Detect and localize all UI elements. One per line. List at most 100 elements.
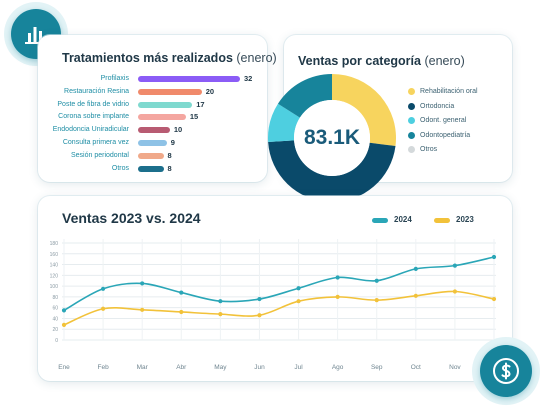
data-point-2024 [296,286,301,291]
legend-label: Ortodoncia [420,102,455,110]
treatment-value: 15 [189,112,199,122]
legend-swatch [408,102,415,110]
x-tick-label: Ene [58,364,70,371]
y-tick-label: 40 [52,316,58,322]
treatment-row-profilaxis: Profilaxis 32 [38,73,267,85]
treatment-value: 8 [167,163,172,173]
y-tick-label: 140 [50,263,59,269]
y-tick-label: 100 [50,284,59,290]
x-tick-label: Mar [137,364,149,371]
treatment-bar [138,152,164,159]
treatments-card: Tratamientos más realizados (enero) Prof… [38,35,277,182]
treatment-value: 8 [167,150,172,160]
donut-svg [268,74,396,202]
treatment-row-poste-de-fibra-de-vidrio: Poste de fibra de vidrio 17 [38,99,267,111]
donut-slice-odontopediatria [277,74,332,118]
series-line-2024 [63,256,495,312]
treatment-value: 20 [205,86,215,96]
data-point-2023 [296,299,301,304]
y-tick-label: 0 [55,338,58,344]
legend-label: 2024 [394,215,412,224]
treatment-row-consulta-primera-vez: Consulta primera vez 9 [38,137,267,149]
treatment-label: Restauración Resina [64,87,129,95]
data-point-2023 [257,313,262,318]
sales-legend: 2024 2023 [372,214,492,226]
sales-card-title: Ventas 2023 vs. 2024 [62,210,201,226]
x-tick-label: Ago [332,364,344,371]
legend-swatch [408,146,415,153]
legend-label: Odont. general [420,117,467,124]
treatment-row-sesion-periodontal: Sesión periodontal 8 [38,150,267,162]
donut-hole [294,100,370,176]
y-tick-label: 180 [50,241,59,247]
treatments-title-text: Tratamientos más realizados [62,51,233,65]
data-point-2023 [491,296,497,302]
data-point-2023 [452,289,458,294]
treatment-bar [138,76,240,82]
treatment-label: Endodoncia Uniradicular [52,126,129,134]
treatment-row-otros: Otros 8 [38,163,267,175]
y-tick-label: 120 [50,273,59,279]
data-point-2023 [335,294,340,299]
data-point-2024 [140,281,145,286]
data-point-2024 [335,275,340,280]
legend-swatch [408,131,415,139]
treatment-row-endodoncia-uniradicular: Endodoncia Uniradicular 10 [38,124,267,136]
treatment-row-restauracion-resina: Restauración Resina 20 [38,86,267,98]
series-line-2023 [63,290,495,326]
x-tick-label: Oct [411,364,421,371]
category-subtitle-text: (enero) [424,54,465,68]
treatment-label: Consulta primera vez [62,139,129,146]
treatment-bar [138,140,167,146]
data-point-2024 [100,286,106,291]
treatment-label: Profilaxis [100,75,129,82]
treatment-label: Otros [111,164,129,172]
dollar-badge [472,337,540,405]
x-tick-label: Jun [254,364,265,371]
treatment-label: Sesión periodontal [71,151,129,159]
treatments-card-title: Tratamientos más realizados (enero) [62,51,277,65]
data-point-2023 [179,309,184,315]
y-tick-label: 80 [52,295,58,301]
legend-swatch [372,218,388,223]
bar-chart-badge [4,2,68,66]
data-point-2024 [452,263,458,268]
x-tick-label: Abr [176,364,187,371]
y-tick-label: 20 [52,327,58,333]
treatment-label: Poste de fibra de vidrio [57,100,129,108]
legend-swatch [408,117,415,124]
treatment-bar [138,127,170,134]
donut-slice-odont-general [268,103,300,143]
treatment-row-corona-sobre-implante: Corona sobre implante 15 [38,111,267,123]
category-card-title: Ventas por categoría (enero) [298,54,465,68]
treatment-value: 9 [170,138,175,147]
treatment-value: 17 [196,99,205,109]
data-point-2024 [413,266,418,271]
data-point-2023 [100,306,106,311]
data-point-2024 [61,308,67,313]
sales-line-chart: 0 20 40 60 80 100 120 140 160 180 Ene Feb Mar Abr May J… [50,239,499,371]
legend-swatch [434,218,450,223]
category-title-text: Ventas por categoría [298,54,421,68]
data-point-2024 [218,299,223,304]
dollar-coin-icon [480,345,532,397]
x-tick-label: Sep [371,364,383,371]
y-tick-label: 160 [50,252,59,258]
x-tick-label: May [214,364,227,371]
x-tick-label: Jul [294,364,303,371]
donut-slice-ortodoncia [268,140,396,202]
treatment-value: 10 [173,125,183,135]
data-point-2024 [257,296,262,302]
legend-swatch [408,88,415,95]
donut-slice-rehabilitacion-oral [332,74,396,147]
sales-card: Ventas 2023 vs. 2024 2024 2023 0 20 40 60 80 1… [38,196,512,381]
data-point-2023 [413,293,418,298]
x-tick-label: Feb [97,364,109,371]
data-point-2023 [61,322,67,328]
treatment-bar [138,165,164,172]
data-point-2024 [374,278,379,283]
treatment-label: Corona sobre implante [58,113,129,121]
treatment-bar [138,101,193,108]
x-tick-label: Nov [449,364,461,371]
legend-label: 2023 [456,215,474,224]
